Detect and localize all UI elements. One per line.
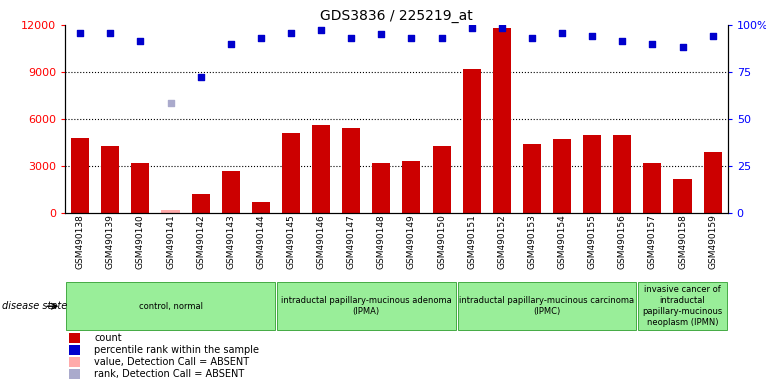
Text: count: count [94, 333, 122, 343]
Point [466, 25, 478, 31]
Point [134, 38, 146, 44]
Bar [277, 282, 456, 330]
Point [405, 35, 417, 41]
Text: control, normal: control, normal [139, 302, 202, 311]
Bar [523, 144, 541, 213]
Bar [66, 282, 275, 330]
Bar [583, 135, 601, 213]
Point [586, 33, 598, 39]
Text: intraductal papillary-mucinous adenoma
(IPMA): intraductal papillary-mucinous adenoma (… [281, 296, 452, 316]
Point [525, 35, 538, 41]
Text: GSM490154: GSM490154 [558, 214, 567, 269]
Text: intraductal papillary-mucinous carcinoma
(IPMC): intraductal papillary-mucinous carcinoma… [460, 296, 634, 316]
Point [706, 33, 719, 39]
Bar [192, 194, 210, 213]
Text: percentile rank within the sample: percentile rank within the sample [94, 345, 259, 355]
Point [616, 38, 628, 44]
Point [74, 30, 87, 36]
Text: GSM490151: GSM490151 [467, 214, 476, 269]
Bar [673, 179, 692, 213]
Text: disease state: disease state [2, 301, 67, 311]
Bar [638, 282, 727, 330]
Bar [614, 135, 631, 213]
Text: GSM490158: GSM490158 [678, 214, 687, 269]
Text: GSM490140: GSM490140 [136, 214, 145, 269]
Point [435, 35, 447, 41]
Bar [69, 333, 80, 343]
Point [104, 30, 116, 36]
Point [285, 30, 297, 36]
Text: invasive cancer of
intraductal
papillary-mucinous
neoplasm (IPMN): invasive cancer of intraductal papillary… [643, 285, 722, 328]
Text: GSM490145: GSM490145 [286, 214, 296, 269]
Text: value, Detection Call = ABSENT: value, Detection Call = ABSENT [94, 357, 250, 367]
Text: GSM490147: GSM490147 [347, 214, 355, 269]
Text: GSM490148: GSM490148 [377, 214, 386, 269]
Bar [101, 146, 119, 213]
Text: GSM490159: GSM490159 [708, 214, 717, 269]
Bar [457, 282, 637, 330]
Bar [162, 210, 179, 213]
Text: GSM490157: GSM490157 [648, 214, 657, 269]
Bar [704, 152, 722, 213]
Text: rank, Detection Call = ABSENT: rank, Detection Call = ABSENT [94, 369, 244, 379]
Text: GSM490153: GSM490153 [528, 214, 536, 269]
Text: GSM490142: GSM490142 [196, 214, 205, 269]
Point [375, 31, 388, 37]
Text: GSM490138: GSM490138 [76, 214, 85, 269]
Point [165, 100, 177, 106]
Bar [221, 171, 240, 213]
Text: GSM490156: GSM490156 [618, 214, 627, 269]
Point [345, 35, 358, 41]
Bar [493, 28, 511, 213]
Point [255, 35, 267, 41]
Bar [553, 139, 571, 213]
Text: GSM490146: GSM490146 [316, 214, 326, 269]
Text: GSM490143: GSM490143 [226, 214, 235, 269]
Point [224, 41, 237, 47]
Bar [132, 163, 149, 213]
Text: GSM490149: GSM490149 [407, 214, 416, 269]
Text: GSM490139: GSM490139 [106, 214, 115, 269]
Bar [463, 69, 481, 213]
Bar [69, 345, 80, 356]
Text: GSM490144: GSM490144 [257, 214, 265, 269]
Point [315, 26, 327, 33]
Bar [71, 138, 89, 213]
Bar [372, 163, 391, 213]
Text: GSM490141: GSM490141 [166, 214, 175, 269]
Bar [69, 357, 80, 367]
Text: GSM490155: GSM490155 [588, 214, 597, 269]
Bar [252, 202, 270, 213]
Text: GSM490150: GSM490150 [437, 214, 446, 269]
Bar [433, 146, 450, 213]
Point [496, 25, 508, 31]
Point [556, 30, 568, 36]
Bar [342, 128, 360, 213]
Point [676, 44, 689, 50]
Bar [643, 163, 661, 213]
Bar [282, 133, 300, 213]
Text: GSM490152: GSM490152 [497, 214, 506, 269]
Title: GDS3836 / 225219_at: GDS3836 / 225219_at [320, 8, 473, 23]
Bar [69, 369, 80, 379]
Point [647, 41, 659, 47]
Point [195, 74, 207, 80]
Bar [312, 125, 330, 213]
Bar [402, 161, 421, 213]
